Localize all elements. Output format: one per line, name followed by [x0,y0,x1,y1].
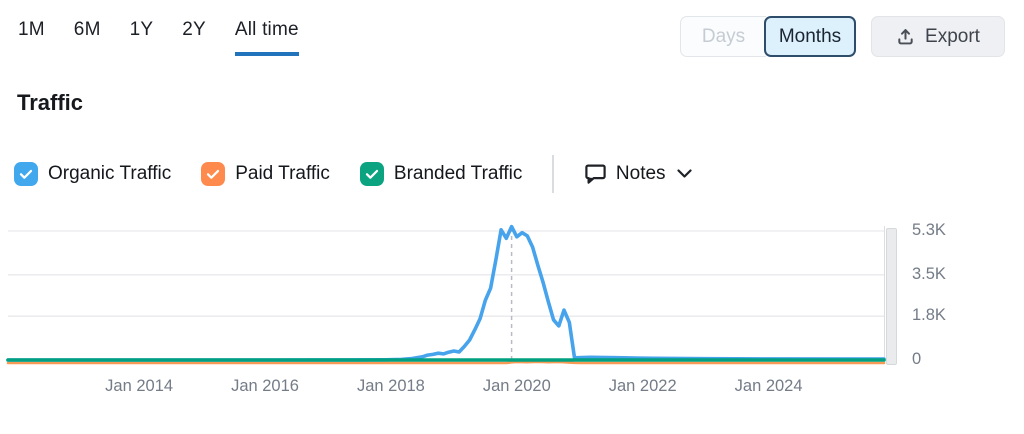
x-axis-label: Jan 2022 [608,377,677,395]
tab-1y[interactable]: 1Y [129,19,154,40]
notes-speech-bubble-icon [584,163,607,185]
granularity-toggle: Days Months [680,16,856,57]
branded-traffic-checkbox[interactable] [359,162,384,186]
months-toggle-button[interactable]: Months [764,16,856,57]
tab-2y[interactable]: 2Y [182,19,206,40]
time-range-tabs: 1M 6M 1Y 2Y All time [18,19,299,56]
organic-traffic-checkbox[interactable] [14,162,38,186]
tab-all-time[interactable]: All time [234,19,299,56]
legend-divider [552,155,554,193]
x-axis-label: Jan 2014 [105,377,174,395]
paid-traffic-checkbox[interactable] [201,162,226,186]
x-axis-label: Jan 2016 [231,377,299,395]
x-axis-label: Jan 2020 [482,377,551,395]
page-title: Traffic [17,90,84,115]
checkmark-icon [207,169,220,179]
chart-controls: Days Months Export [680,16,1005,57]
legend-label: Organic Traffic [48,163,172,184]
tab-6m[interactable]: 6M [73,19,101,40]
chart-legend: Organic Traffic Paid Traffic Branded Tra… [14,155,692,193]
x-axis-label: Jan 2018 [356,377,425,395]
y-axis-label: 1.8K [912,306,946,325]
export-label: Export [925,25,980,47]
traffic-chart-plot-area[interactable] [8,225,884,363]
tab-1m[interactable]: 1M [18,19,45,40]
y-axis-label: 0 [912,350,922,368]
legend-label: Paid Traffic [235,163,330,184]
export-upload-icon [896,27,915,46]
days-toggle-button[interactable]: Days [680,16,766,57]
checkmark-icon [365,169,379,179]
chevron-down-icon [676,169,692,179]
notes-label: Notes [615,163,666,184]
y-axis-label: 3.5K [912,264,946,283]
legend-item-branded-traffic[interactable]: Branded Traffic [359,162,523,186]
chart-scrollbar[interactable] [886,228,897,365]
x-axis-label: Jan 2024 [734,377,803,395]
notes-dropdown-button[interactable]: Notes [584,163,692,185]
checkmark-icon [19,169,33,179]
y-axis-label: 5.3K [912,221,946,239]
export-button[interactable]: Export [871,16,1005,57]
legend-item-organic-traffic[interactable]: Organic Traffic [14,162,171,186]
legend-item-paid-traffic[interactable]: Paid Traffic [201,162,330,186]
legend-label: Branded Traffic [393,163,523,184]
